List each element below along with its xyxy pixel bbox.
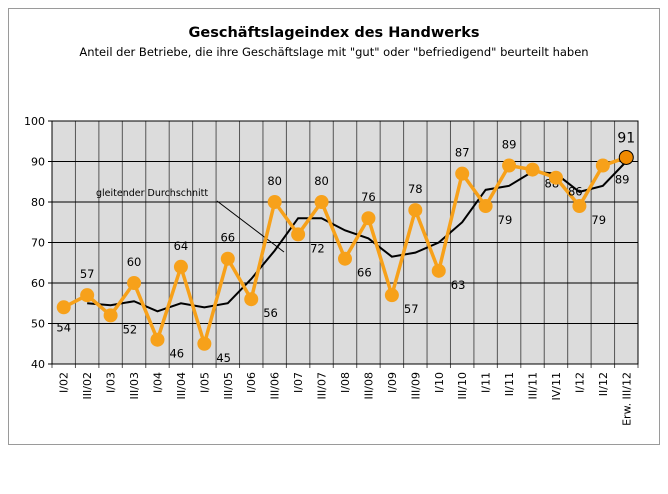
data-point	[150, 332, 165, 347]
data-label: 63	[451, 278, 466, 292]
x-tick-label: III/03	[128, 372, 141, 399]
data-label: 57	[404, 302, 419, 316]
data-label: 86	[568, 185, 583, 199]
x-tick-label: I/11	[480, 372, 493, 393]
x-tick-label: I/08	[339, 372, 352, 393]
data-label: 80	[314, 174, 329, 188]
data-label: 60	[127, 255, 142, 269]
x-tick-label: III/02	[81, 372, 94, 399]
data-label: 89	[615, 173, 630, 187]
data-point	[314, 195, 329, 209]
y-tick-label: 90	[31, 156, 45, 169]
data-label: 79	[498, 213, 513, 227]
annotation-leader-line	[216, 200, 285, 253]
y-tick-label: 60	[31, 277, 45, 290]
plot-border	[51, 120, 639, 365]
data-point	[548, 170, 563, 185]
data-label: 56	[263, 306, 278, 320]
data-label: 46	[169, 347, 184, 361]
x-tick-label: I/03	[105, 372, 118, 393]
data-label: 66	[220, 231, 235, 245]
data-point	[455, 166, 470, 181]
data-point	[478, 199, 493, 214]
x-tick-label: III/05	[222, 372, 235, 399]
data-point	[384, 288, 399, 303]
data-label: 89	[502, 138, 517, 152]
y-tick-label: 70	[31, 237, 45, 250]
data-label: 54	[56, 320, 71, 334]
y-tick-label: 100	[24, 115, 45, 128]
x-tick-label: III/07	[316, 372, 329, 399]
x-tick-label: I/07	[292, 372, 305, 393]
data-point	[502, 158, 517, 173]
data-label: 72	[310, 241, 325, 255]
data-point	[267, 195, 282, 209]
data-point	[361, 211, 376, 226]
y-tick-label: 40	[31, 358, 45, 371]
data-point	[173, 259, 188, 274]
data-point	[431, 263, 446, 278]
x-tick-label: III/09	[409, 372, 422, 399]
data-label: 91	[617, 130, 635, 146]
x-tick-label: I/12	[573, 372, 586, 393]
data-point	[618, 149, 634, 165]
data-label: 76	[361, 190, 376, 204]
y-tick-label: 80	[31, 196, 45, 209]
x-tick-label: III/08	[362, 372, 375, 399]
x-tick-label: Erw. III/12	[620, 372, 633, 426]
data-point	[127, 276, 142, 290]
data-label: 87	[455, 146, 470, 160]
x-tick-label: I/06	[245, 372, 258, 393]
data-label: 80	[267, 174, 282, 188]
data-point	[80, 288, 95, 303]
data-label: 64	[174, 239, 189, 253]
data-point	[244, 292, 259, 307]
data-label: 45	[216, 351, 231, 365]
x-tick-label: III/06	[269, 372, 282, 399]
x-tick-label: I/04	[151, 372, 164, 393]
x-tick-label: IV/11	[550, 372, 563, 400]
data-label: 66	[357, 266, 372, 280]
data-point	[103, 308, 118, 323]
data-label: 52	[123, 322, 138, 336]
x-tick-label: I/05	[198, 372, 211, 393]
x-tick-label: III/04	[175, 372, 188, 399]
data-point	[595, 158, 610, 173]
data-point	[291, 227, 306, 242]
chart-subtitle: Anteil der Betriebe, die ihre Geschäftsl…	[79, 45, 589, 59]
data-point	[408, 203, 423, 218]
data-point	[197, 336, 212, 351]
data-point	[338, 251, 352, 266]
x-tick-label: II/11	[503, 372, 516, 396]
data-point	[525, 162, 540, 177]
y-tick-label: 50	[31, 318, 45, 331]
data-point	[56, 300, 71, 315]
data-label: 79	[591, 213, 606, 227]
x-tick-label: I/02	[58, 372, 71, 393]
x-tick-label: III/11	[527, 372, 540, 399]
x-tick-label: III/10	[456, 372, 469, 399]
data-label: 78	[408, 182, 423, 196]
data-label: 57	[80, 267, 95, 281]
x-tick-label: I/10	[433, 372, 446, 393]
annotation-label: gleitender Durchschnitt	[96, 188, 208, 199]
data-point	[572, 199, 587, 214]
data-point	[220, 251, 235, 266]
x-tick-label: II/12	[597, 372, 610, 396]
x-tick-label: I/09	[386, 372, 399, 393]
chart-title: Geschäftslageindex des Handwerks	[188, 25, 480, 41]
